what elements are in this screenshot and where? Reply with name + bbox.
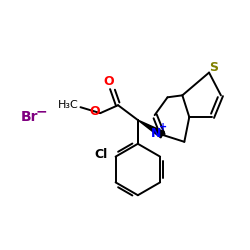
Text: O: O	[89, 105, 100, 118]
Polygon shape	[138, 120, 164, 138]
Text: S: S	[210, 61, 218, 74]
Text: +: +	[158, 122, 167, 132]
Text: H₃C: H₃C	[58, 100, 79, 110]
Text: Br: Br	[20, 110, 38, 124]
Text: O: O	[104, 75, 115, 88]
Text: Cl: Cl	[94, 148, 108, 161]
Text: −: −	[35, 104, 47, 118]
Text: N: N	[150, 128, 161, 140]
